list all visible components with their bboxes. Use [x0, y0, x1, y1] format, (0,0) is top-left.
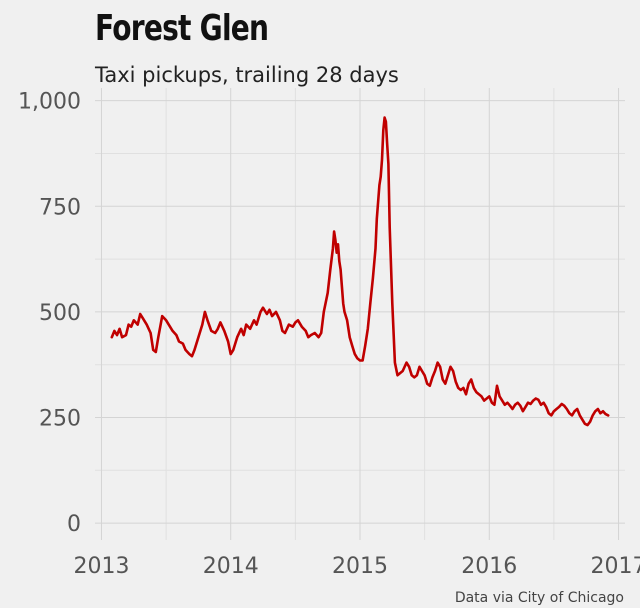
y-tick-label: 750: [39, 195, 81, 220]
y-tick-label: 250: [39, 406, 81, 431]
x-tick-label: 2017: [591, 554, 640, 579]
chart-title: Forest Glen: [95, 8, 269, 49]
data-source-caption: Data via City of Chicago: [454, 590, 624, 606]
y-tick-label: 1,000: [18, 90, 81, 115]
y-tick-label: 0: [67, 512, 81, 537]
series-line: [110, 116, 610, 427]
chart-subtitle: Taxi pickups, trailing 28 days: [95, 63, 399, 87]
tick-labels: 0 250 500 750 1,000 2013 2014 2015 2016 2017: [18, 90, 640, 579]
y-tick-label: 500: [39, 301, 81, 326]
x-tick-label: 2013: [73, 554, 129, 579]
x-tick-label: 2014: [203, 554, 259, 579]
x-tick-label: 2016: [461, 554, 517, 579]
series-layer: [110, 116, 610, 427]
x-tick-label: 2015: [332, 554, 388, 579]
gridlines: [95, 88, 625, 540]
